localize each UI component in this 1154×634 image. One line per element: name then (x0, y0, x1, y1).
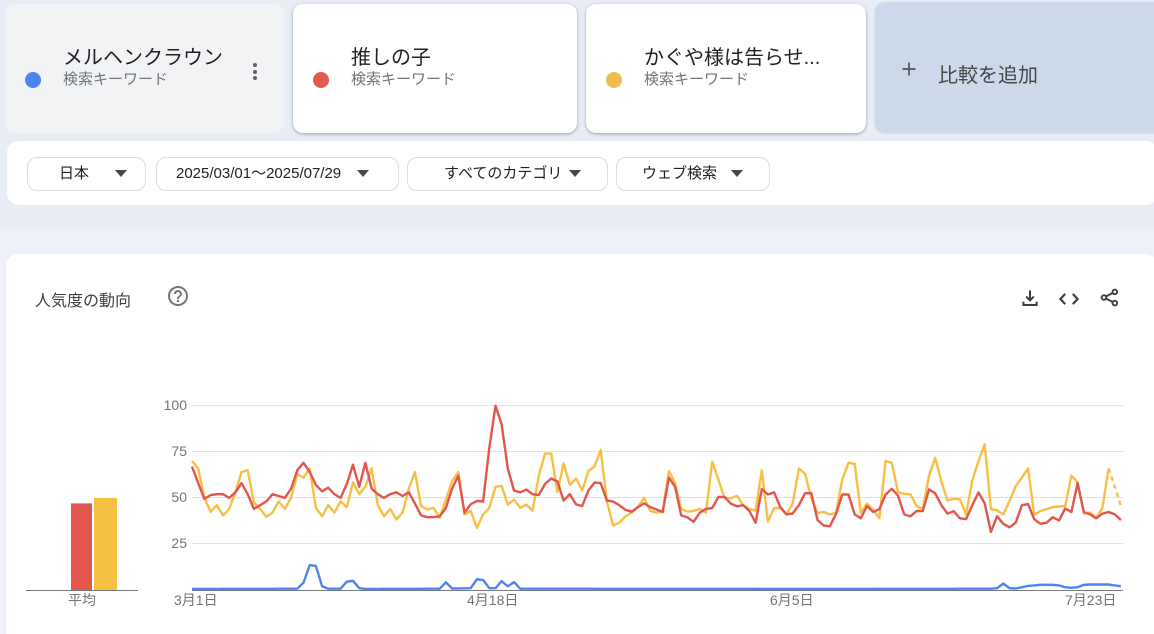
svg-text:25: 25 (171, 535, 187, 551)
svg-text:7月23日: 7月23日 (1065, 592, 1116, 608)
svg-text:3月1日: 3月1日 (174, 592, 218, 608)
svg-text:4月18日: 4月18日 (467, 592, 518, 608)
svg-text:75: 75 (171, 443, 187, 459)
svg-text:平均: 平均 (68, 592, 96, 608)
svg-text:6月5日: 6月5日 (770, 592, 814, 608)
svg-text:50: 50 (171, 489, 187, 505)
svg-text:100: 100 (164, 397, 188, 413)
